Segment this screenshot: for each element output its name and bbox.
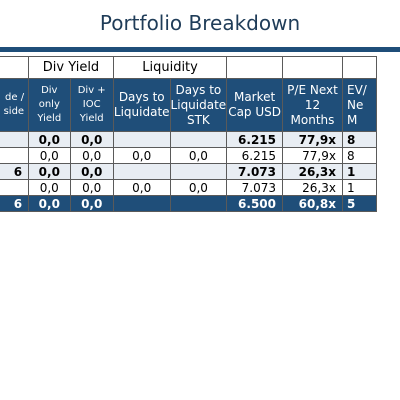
table-row: 6 0,0 0,0 6.500 60,8x 5 (0, 195, 378, 212)
cell-days_stk: 0,0 (169, 147, 228, 164)
cell-mcap: 6.500 (226, 195, 283, 212)
cell-pe: 26,3x (282, 163, 343, 180)
cell-mcap: 7.073 (226, 163, 283, 180)
cell-div_ioc: 0,0 (69, 179, 114, 196)
table-row: 0,0 0,0 6.215 77,9x 8 (0, 131, 378, 148)
cell-days_stk: 0,0 (169, 179, 228, 196)
cell-ev: 1 (341, 163, 378, 180)
title-rule (0, 47, 400, 52)
cell-mcap: 7.073 (226, 179, 283, 196)
group-div-yield: Div Yield (28, 56, 114, 79)
cell-div_only: 0,0 (28, 179, 71, 196)
group-liquidity: Liquidity (112, 56, 228, 79)
cell-c0 (0, 179, 30, 196)
portfolio-table: Div Yield Liquidity de / side Div only Y… (0, 56, 378, 212)
group-blank-3 (282, 56, 343, 79)
cell-pe: 77,9x (282, 131, 343, 148)
cell-days (112, 131, 171, 148)
cell-ev: 8 (341, 147, 378, 164)
cell-ev: 5 (341, 195, 378, 212)
cell-days: 0,0 (112, 179, 171, 196)
header-market-cap: Market Cap USD (226, 78, 283, 132)
group-blank (0, 56, 30, 79)
cell-ev: 8 (341, 131, 378, 148)
table-row: 0,0 0,0 0,0 0,0 6.215 77,9x 8 (0, 147, 378, 164)
cell-div_only: 0,0 (28, 163, 71, 180)
cell-c0 (0, 131, 30, 148)
group-blank-4 (341, 56, 378, 79)
cell-div_ioc: 0,0 (69, 147, 114, 164)
header-ev-next: EV/ Ne M (341, 78, 378, 132)
report-title: Portfolio Breakdown (99, 11, 301, 35)
cell-days_stk (169, 163, 228, 180)
table-row: 0,0 0,0 0,0 0,0 7.073 26,3x 1 (0, 179, 378, 196)
cell-pe: 26,3x (282, 179, 343, 196)
cell-pe: 77,9x (282, 147, 343, 164)
table-row: 6 0,0 0,0 7.073 26,3x 1 (0, 163, 378, 180)
cell-c0 (0, 147, 30, 164)
cell-days_stk (169, 131, 228, 148)
cell-ev: 1 (341, 179, 378, 196)
header-div-only: Div only Yield (28, 78, 71, 132)
column-header-row: de / side Div only Yield Div + IOC Yield… (0, 78, 378, 132)
cell-div_ioc: 0,0 (69, 131, 114, 148)
header-div-ioc: Div + IOC Yield (69, 78, 114, 132)
group-header-row: Div Yield Liquidity (0, 56, 378, 79)
header-col0: de / side (0, 78, 30, 132)
cell-days: 0,0 (112, 147, 171, 164)
header-days-liquidate-stk: Days to Liquidate STK (169, 78, 228, 132)
cell-mcap: 6.215 (226, 131, 283, 148)
cell-pe: 60,8x (282, 195, 343, 212)
cell-div_ioc: 0,0 (69, 195, 114, 212)
cell-days (112, 195, 171, 212)
group-blank-2 (226, 56, 283, 79)
cell-c0: 6 (0, 163, 30, 180)
header-days-liquidate: Days to Liquidate (112, 78, 171, 132)
cell-days (112, 163, 171, 180)
cell-days_stk (169, 195, 228, 212)
cell-div_only: 0,0 (28, 147, 71, 164)
cell-c0: 6 (0, 195, 30, 212)
cell-mcap: 6.215 (226, 147, 283, 164)
cell-div_ioc: 0,0 (69, 163, 114, 180)
cell-div_only: 0,0 (28, 131, 71, 148)
header-pe-next: P/E Next 12 Months (282, 78, 343, 132)
cell-div_only: 0,0 (28, 195, 71, 212)
